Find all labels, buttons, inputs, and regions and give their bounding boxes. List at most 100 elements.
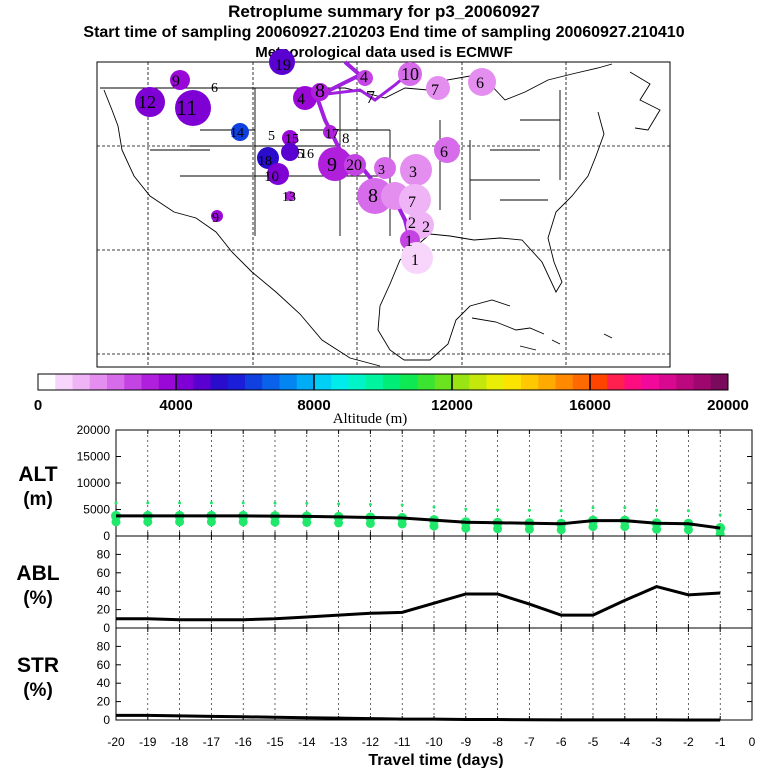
- x-tick-label: -14: [298, 735, 316, 749]
- plume-marker: [211, 210, 223, 222]
- plume-marker: [282, 130, 298, 146]
- plume-label: 8: [368, 185, 378, 207]
- plume-marker: [257, 147, 279, 169]
- alt-marker: [432, 505, 436, 509]
- plume-label: 8: [342, 131, 350, 147]
- plume-label: 19: [275, 57, 291, 74]
- colorbar-cell: [538, 374, 556, 390]
- plume-marker: [311, 83, 329, 101]
- plume-label: 12: [138, 92, 156, 112]
- colorbar-cell: [141, 374, 160, 390]
- plume-label: 5: [268, 129, 275, 144]
- panel-label: STR: [17, 654, 59, 677]
- colorbar-cell: [279, 374, 298, 390]
- plume-marker: [401, 242, 433, 274]
- plume-marker: [357, 70, 373, 86]
- alt-marker: [337, 502, 341, 506]
- plume-marker: [344, 154, 366, 176]
- colorbar-cell: [55, 374, 73, 390]
- map-panel: 1 1 2 2 3 3 4 4 5 5 6 6 6 7 7 7 8 8 8 9 …: [96, 49, 671, 368]
- panel-unit-label: (%): [23, 680, 53, 701]
- colorbar-ticks: 0 4000 8000 12000 16000 20000: [34, 374, 749, 414]
- alt-marker: [175, 517, 185, 527]
- y-tick-label: 20: [97, 603, 111, 617]
- x-tick-label: -6: [556, 735, 567, 749]
- colorbar-cell: [383, 374, 401, 390]
- panel-unit-label: (m): [23, 489, 53, 510]
- plume-label: 16: [300, 147, 314, 162]
- colorbar-cell: [659, 374, 677, 390]
- colorbar-cell: [72, 374, 91, 390]
- colorbar-tick-label: 8000: [297, 397, 330, 414]
- y-tick-label: 80: [97, 547, 111, 561]
- alt-marker: [686, 509, 690, 513]
- colorbar-cell: [245, 374, 263, 390]
- alt-marker: [493, 524, 503, 534]
- series-line-abl: [116, 585, 721, 622]
- plume-marker: [231, 123, 249, 141]
- colorbar-tick-label: 16000: [569, 397, 611, 414]
- alt-marker: [114, 501, 118, 505]
- plume-marker: [426, 76, 450, 100]
- alt-marker: [334, 518, 344, 528]
- colorbar-cell: [641, 374, 660, 390]
- colorbar-cell: [314, 374, 332, 390]
- plume-label: 20: [346, 157, 362, 174]
- alt-marker: [270, 517, 280, 527]
- alt-marker: [241, 501, 245, 505]
- plume-markers: [135, 49, 496, 274]
- x-tick-label: -18: [171, 735, 189, 749]
- colorbar-cell: [227, 374, 246, 390]
- colorbar-cell: [555, 374, 574, 390]
- x-tick-label: -4: [619, 735, 630, 749]
- colorbar-cell: [607, 374, 625, 390]
- plume-label: 11: [176, 95, 197, 120]
- colorbar-cell: [296, 374, 315, 390]
- colorbar-frame: [37, 373, 729, 391]
- colorbar-cell: [417, 374, 436, 390]
- plume-label: 2: [408, 215, 416, 232]
- chart-title: Retroplume summary for p3_20060927: [228, 2, 540, 21]
- alt-marker: [111, 517, 121, 527]
- plume-marker: [398, 62, 422, 86]
- alt-marker: [368, 502, 372, 506]
- plume-marker: [374, 157, 396, 179]
- colorbar-cell: [624, 374, 643, 390]
- time-series-panels: 0 5000 10000 15000 20000 ALT (m) 0 20 40 60 80 ABL (%…: [16, 423, 755, 768]
- colorbar-label: Altitude (m): [333, 411, 408, 427]
- x-tick-label: -5: [588, 735, 599, 749]
- plume-label: 7: [408, 194, 416, 211]
- plume-label: 15: [285, 132, 299, 147]
- y-tick-label: 0: [103, 621, 110, 635]
- colorbar-cell: [676, 374, 694, 390]
- colorbar-cell: [486, 374, 505, 390]
- colorbar-cell: [452, 374, 470, 390]
- x-axis-label: Travel time (days): [368, 752, 503, 768]
- plume-label: 7: [366, 87, 375, 107]
- colorbar-cell: [158, 374, 177, 390]
- colorbar-cell: [210, 374, 229, 390]
- colorbar-tick-label: 12000: [431, 397, 473, 414]
- alt-marker: [206, 517, 216, 527]
- alt-marker: [400, 503, 404, 507]
- x-tick-label: -15: [266, 735, 284, 749]
- y-tick-label: 80: [97, 639, 111, 653]
- y-tick-label: 10000: [77, 476, 111, 490]
- panel-label: ALT: [18, 463, 57, 486]
- colorbar-cell: [107, 374, 125, 390]
- alt-marker: [559, 509, 563, 513]
- plume-marker: [267, 163, 289, 185]
- y-tick-label: 40: [97, 676, 111, 690]
- plume-marker: [399, 184, 431, 216]
- plume-path-branch: [309, 70, 411, 102]
- plume-label: 4: [360, 69, 368, 86]
- plume-label: 7: [431, 82, 439, 99]
- alt-marker: [146, 501, 150, 505]
- x-tick-label: -7: [524, 735, 535, 749]
- sampling-times: Start time of sampling 20060927.210203 E…: [83, 24, 685, 41]
- plume-label: 6: [211, 81, 218, 96]
- series-line-str: [116, 713, 721, 722]
- y-tick-label: 0: [103, 713, 110, 727]
- x-tick-label: -13: [330, 735, 348, 749]
- x-tick-label: 0: [749, 735, 756, 749]
